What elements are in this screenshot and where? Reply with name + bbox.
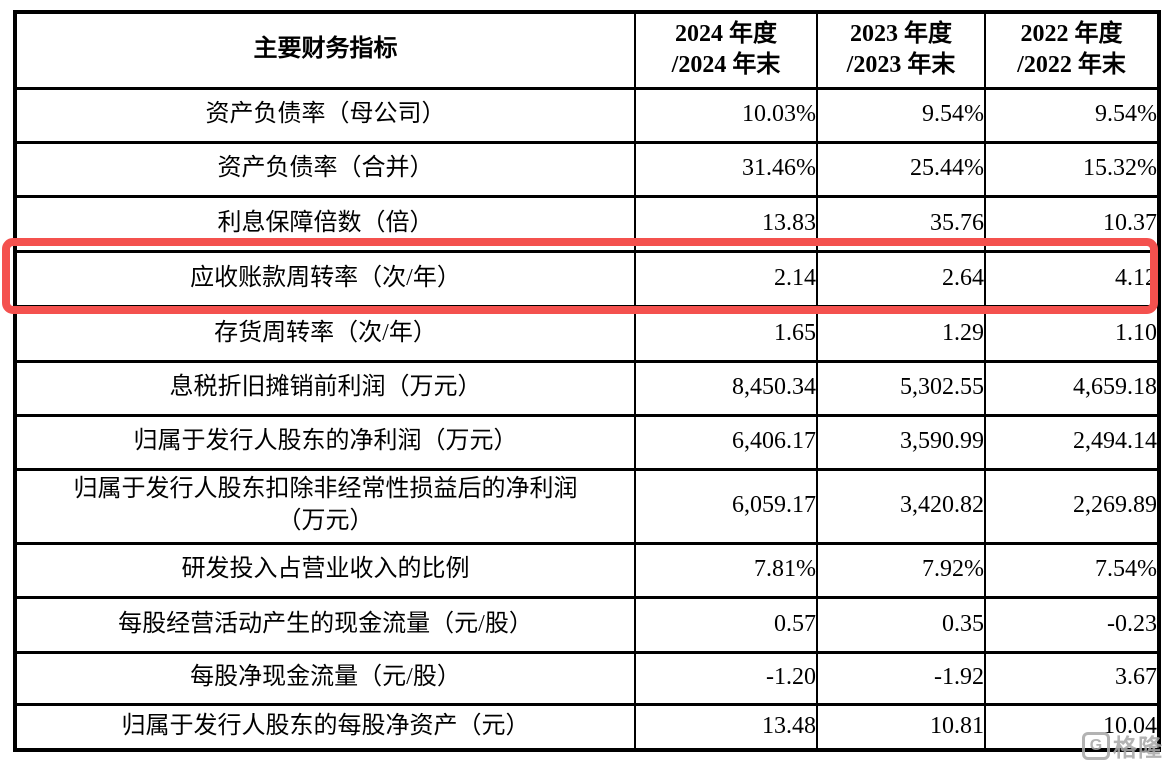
gelonghui-logo-icon: G xyxy=(1082,731,1110,760)
cell-value: -1.20 xyxy=(634,650,818,706)
table-row: 每股经营活动产生的现金流量（元/股） 0.57 0.35 -0.23 xyxy=(14,595,1160,654)
cell-value: 1.29 xyxy=(816,304,986,363)
cell-value: 6,406.17 xyxy=(634,413,818,471)
row-label: 归属于发行人股东扣除非经常性损益后的净利润 （万元） xyxy=(14,467,636,545)
cell-value: 10.37 xyxy=(984,194,1160,253)
cell-value: 10.81 xyxy=(816,702,986,752)
cell-value: 7.81% xyxy=(634,541,818,599)
cell-value: 10.03% xyxy=(634,86,818,144)
table-row: 归属于发行人股东扣除非经常性损益后的净利润 （万元） 6,059.17 3,42… xyxy=(14,467,1160,545)
cell-value: 3,420.82 xyxy=(816,467,986,545)
cell-value: 2.64 xyxy=(816,249,986,308)
table-row: 存货周转率（次/年） 1.65 1.29 1.10 xyxy=(14,304,1160,363)
watermark-label: 格隆汇 xyxy=(1113,735,1162,762)
table-row: 资产负债率（合并） 31.46% 25.44% 15.32% xyxy=(14,140,1160,198)
table-row-highlighted: 应收账款周转率（次/年） 2.14 2.64 4.12 xyxy=(14,249,1160,308)
row-label: 每股净现金流量（元/股） xyxy=(14,650,636,706)
cell-value: 9.54% xyxy=(816,86,986,144)
cell-value: 1.10 xyxy=(984,304,1160,363)
row-label: 利息保障倍数（倍） xyxy=(14,194,636,253)
cell-value: 25.44% xyxy=(816,140,986,198)
cell-value: 0.35 xyxy=(816,595,986,654)
row-label: 资产负债率（母公司） xyxy=(14,86,636,144)
table-row: 息税折旧摊销前利润（万元） 8,450.34 5,302.55 4,659.18 xyxy=(14,359,1160,417)
cell-value: 4,659.18 xyxy=(984,359,1160,417)
cell-value: 9.54% xyxy=(984,86,1160,144)
cell-value: 2.14 xyxy=(634,249,818,308)
cell-value: 8,450.34 xyxy=(634,359,818,417)
cell-value: 35.76 xyxy=(816,194,986,253)
table-row: 研发投入占营业收入的比例 7.81% 7.92% 7.54% xyxy=(14,541,1160,599)
cell-value: 5,302.55 xyxy=(816,359,986,417)
cell-value: 0.57 xyxy=(634,595,818,654)
table-row: 归属于发行人股东的每股净资产（元） 13.48 10.81 10.04 xyxy=(14,702,1160,752)
cell-value: 7.92% xyxy=(816,541,986,599)
row-label: 资产负债率（合并） xyxy=(14,140,636,198)
cell-value: -1.92 xyxy=(816,650,986,706)
cell-value: 10.04 xyxy=(984,702,1160,752)
row-label: 息税折旧摊销前利润（万元） xyxy=(14,359,636,417)
row-label: 归属于发行人股东的净利润（万元） xyxy=(14,413,636,471)
row-label: 研发投入占营业收入的比例 xyxy=(14,541,636,599)
header-period-2023: 2023 年度 /2023 年末 xyxy=(816,10,986,90)
table-header-row: 主要财务指标 2024 年度 /2024 年末 2023 年度 /2023 年末… xyxy=(14,10,1160,90)
cell-value: 15.32% xyxy=(984,140,1160,198)
cell-value: 31.46% xyxy=(634,140,818,198)
cell-value: 7.54% xyxy=(984,541,1160,599)
watermark: G 格隆汇 xyxy=(1082,728,1162,763)
table-row: 归属于发行人股东的净利润（万元） 6,406.17 3,590.99 2,494… xyxy=(14,413,1160,471)
cell-value: 3,590.99 xyxy=(816,413,986,471)
header-period-2024: 2024 年度 /2024 年末 xyxy=(634,10,818,90)
cell-value: 4.12 xyxy=(984,249,1160,308)
cell-value: 6,059.17 xyxy=(634,467,818,545)
cell-value: 1.65 xyxy=(634,304,818,363)
table-row: 每股净现金流量（元/股） -1.20 -1.92 3.67 xyxy=(14,650,1160,706)
cell-value: 2,269.89 xyxy=(984,467,1160,545)
row-label: 归属于发行人股东的每股净资产（元） xyxy=(14,702,636,752)
row-label: 每股经营活动产生的现金流量（元/股） xyxy=(14,595,636,654)
row-label: 存货周转率（次/年） xyxy=(14,304,636,363)
cell-value: -0.23 xyxy=(984,595,1160,654)
header-period-2022: 2022 年度 /2022 年末 xyxy=(984,10,1160,90)
table-row: 利息保障倍数（倍） 13.83 35.76 10.37 xyxy=(14,194,1160,253)
financial-indicators-table: 主要财务指标 2024 年度 /2024 年末 2023 年度 /2023 年末… xyxy=(13,10,1161,752)
cell-value: 13.83 xyxy=(634,194,818,253)
cell-value: 3.67 xyxy=(984,650,1160,706)
cell-value: 2,494.14 xyxy=(984,413,1160,471)
row-label: 应收账款周转率（次/年） xyxy=(14,249,636,308)
header-indicator: 主要财务指标 xyxy=(14,10,636,90)
cell-value: 13.48 xyxy=(634,702,818,752)
table-row: 资产负债率（母公司） 10.03% 9.54% 9.54% xyxy=(14,86,1160,144)
